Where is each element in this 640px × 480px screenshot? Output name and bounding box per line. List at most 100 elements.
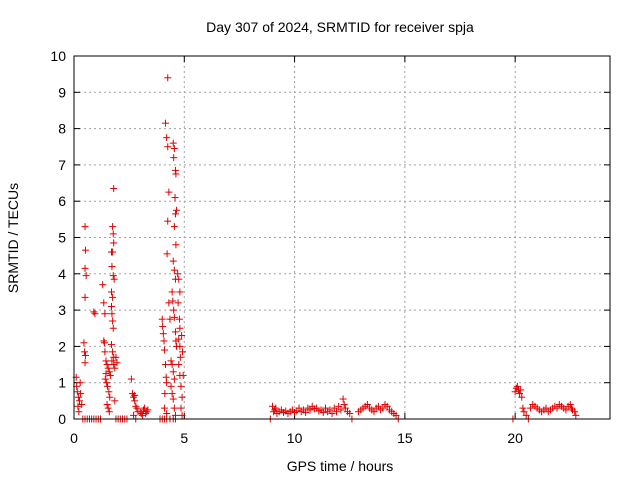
- data-point: [107, 302, 115, 310]
- data-point: [175, 361, 183, 369]
- data-point: [90, 308, 98, 316]
- data-point: [340, 400, 348, 408]
- data-point: [169, 257, 177, 265]
- data-point: [177, 404, 185, 412]
- data-point: [330, 404, 338, 412]
- data-point: [335, 402, 343, 410]
- data-point: [169, 139, 177, 147]
- data-point: [103, 379, 111, 387]
- data-point: [176, 353, 184, 361]
- data-point: [77, 390, 85, 398]
- data-point: [80, 339, 88, 347]
- data-point: [374, 402, 382, 410]
- data-point: [321, 404, 329, 412]
- data-point: [520, 408, 528, 416]
- data-point: [170, 306, 178, 314]
- data-point: [164, 74, 172, 82]
- data-point: [131, 391, 139, 399]
- data-point: [112, 353, 120, 361]
- data-point: [104, 364, 112, 372]
- data-point: [178, 393, 186, 401]
- data-point: [170, 404, 178, 412]
- chart-title: Day 307 of 2024, SRMTID for receiver spj…: [206, 19, 474, 35]
- y-tick-label: 0: [58, 411, 66, 427]
- data-point: [170, 375, 178, 383]
- data-point: [516, 390, 524, 398]
- data-point: [110, 275, 118, 283]
- data-point: [141, 404, 149, 412]
- data-point: [143, 408, 151, 416]
- data-point: [170, 145, 178, 153]
- data-point: [163, 410, 171, 418]
- data-point: [106, 393, 114, 401]
- data-point: [104, 404, 112, 412]
- x-tick-label: 0: [70, 430, 78, 446]
- data-point: [553, 404, 561, 412]
- data-point: [169, 297, 177, 305]
- data-point: [328, 410, 336, 418]
- data-point: [341, 404, 349, 412]
- data-point: [136, 408, 144, 416]
- data-point: [174, 270, 182, 278]
- data-point: [109, 348, 117, 356]
- data-point: [81, 223, 89, 231]
- data-point: [109, 248, 117, 256]
- data-point: [177, 382, 185, 390]
- data-point: [513, 382, 521, 390]
- data-point: [109, 230, 117, 238]
- data-point: [132, 402, 140, 410]
- data-point: [363, 400, 371, 408]
- data-point: [163, 250, 171, 258]
- data-point: [101, 310, 109, 318]
- data-point: [75, 408, 83, 416]
- data-point: [109, 317, 117, 325]
- data-point: [542, 404, 550, 412]
- data-point: [175, 275, 183, 283]
- data-point: [176, 342, 184, 350]
- data-point: [160, 404, 168, 412]
- y-tick-label: 7: [58, 157, 66, 173]
- data-point: [169, 395, 177, 403]
- x-axis-ticks: 0 5 10 15 20: [70, 56, 523, 446]
- data-point: [108, 263, 116, 271]
- data-point: [164, 217, 172, 225]
- data-point: [171, 411, 179, 419]
- data-point: [163, 134, 171, 142]
- data-point: [169, 368, 177, 376]
- data-point: [113, 359, 121, 367]
- data-point: [527, 404, 535, 412]
- data-point: [168, 361, 176, 369]
- data-point: [162, 361, 170, 369]
- data-point: [109, 324, 117, 332]
- data-point: [101, 375, 109, 383]
- data-point: [109, 293, 117, 301]
- data-point: [106, 371, 114, 379]
- data-point: [102, 370, 110, 378]
- data-point: [383, 402, 391, 410]
- data-point: [170, 266, 178, 274]
- data-point: [142, 410, 150, 418]
- data-points: [72, 74, 580, 423]
- data-point: [78, 400, 86, 408]
- data-point: [170, 313, 178, 321]
- data-point: [178, 332, 186, 340]
- data-point: [176, 324, 184, 332]
- data-point: [159, 322, 167, 330]
- data-point: [103, 400, 111, 408]
- data-point: [170, 223, 178, 231]
- data-point: [74, 393, 82, 401]
- y-tick-label: 9: [58, 84, 66, 100]
- data-point: [171, 328, 179, 336]
- data-point: [144, 406, 152, 414]
- data-point: [339, 395, 347, 403]
- data-point: [110, 239, 118, 247]
- y-axis-label: SRMTID / TECUs: [5, 183, 21, 293]
- data-point: [519, 404, 527, 412]
- x-axis-label: GPS time / hours: [287, 458, 394, 474]
- data-point: [566, 400, 574, 408]
- y-axis-ticks: 0 1 2 3 4 5 6 7 8 9 10: [50, 48, 610, 427]
- grid-lines: [74, 56, 610, 419]
- data-point: [522, 411, 530, 419]
- data-point: [337, 406, 345, 414]
- data-point: [102, 357, 110, 365]
